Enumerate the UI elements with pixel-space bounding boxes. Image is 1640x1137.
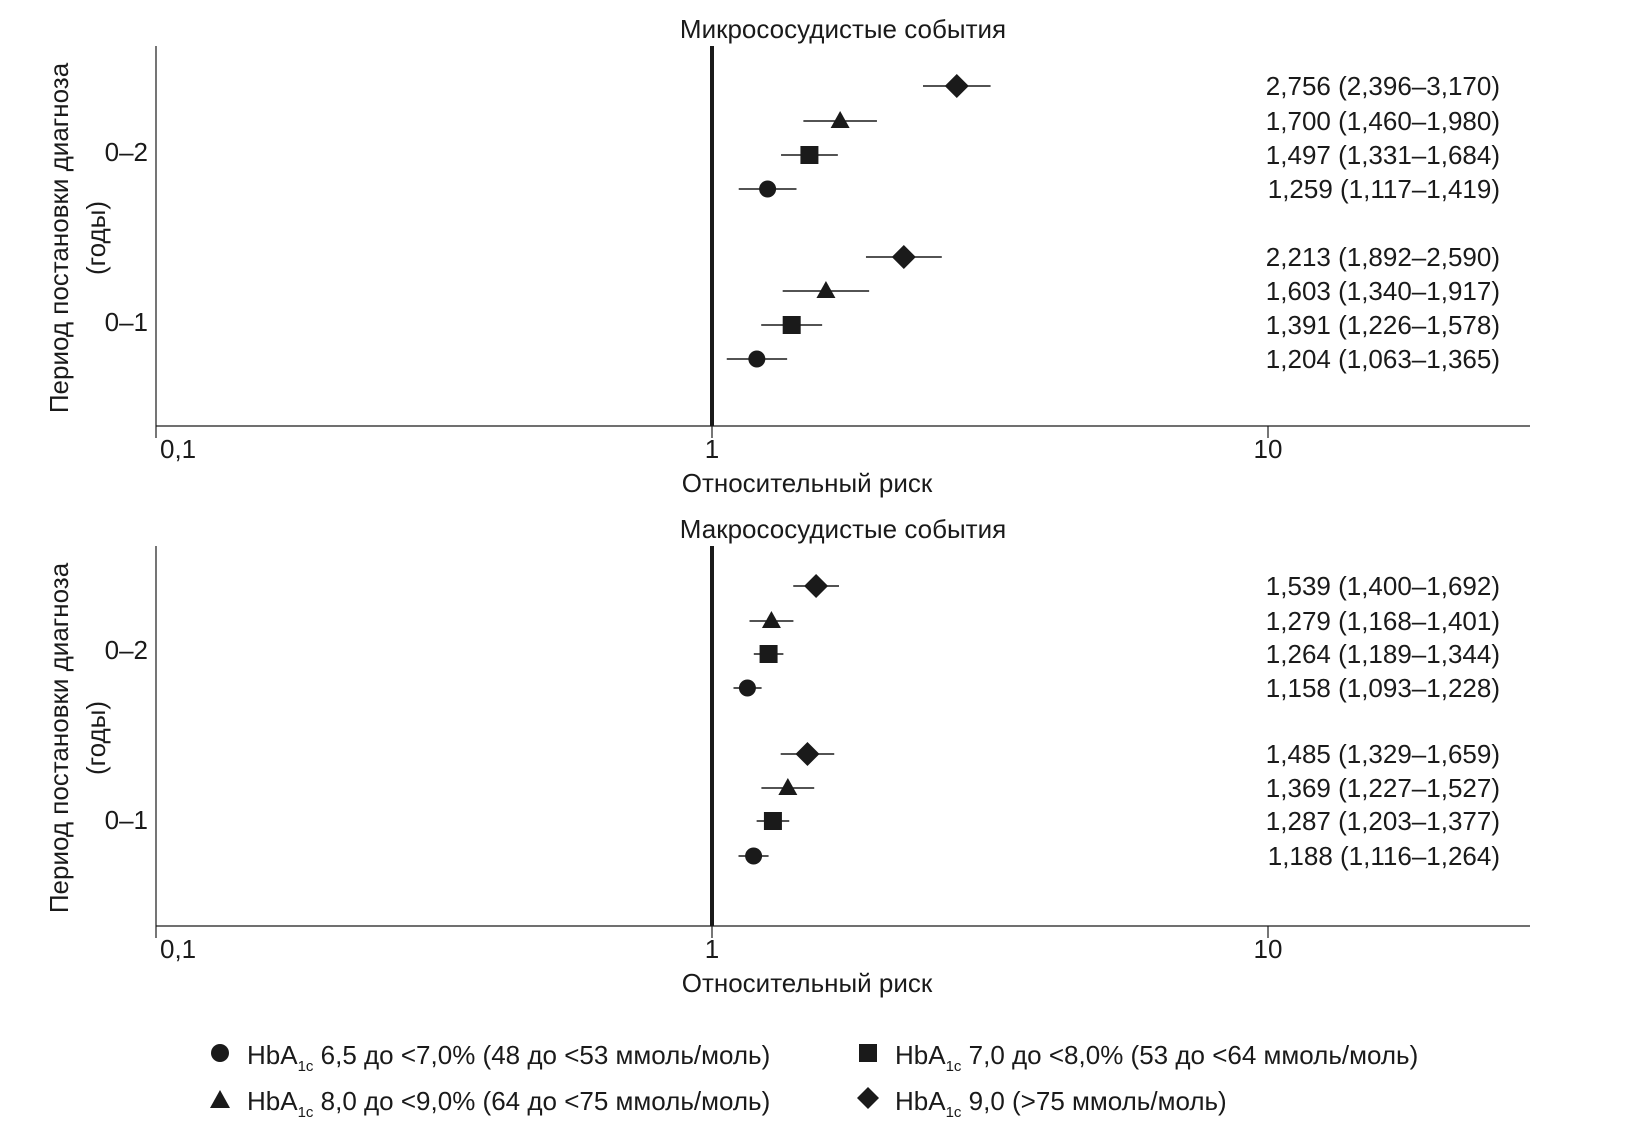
legend-item-triangle: HbA1c 8,0 до <9,0% (64 до <75 ммоль/моль…	[205, 1086, 770, 1121]
value-label-micro-0-1: 1,700 (1,460–1,980)	[1266, 106, 1500, 136]
diamond-icon	[853, 1086, 883, 1117]
point-triangle-micro-1-1	[816, 281, 836, 298]
circle-icon	[205, 1040, 235, 1071]
square-icon	[853, 1040, 883, 1071]
point-square-macro-1-2	[763, 812, 782, 830]
point-square-micro-1-2	[782, 316, 801, 334]
value-label-macro-0-3: 1,158 (1,093–1,228)	[1266, 673, 1500, 703]
legend-item-diamond: HbA1c 9,0 (>75 ммоль/моль)	[853, 1086, 1227, 1121]
x-tick-label-macro-2: 10	[1254, 934, 1283, 964]
legend-label-diamond: HbA1c 9,0 (>75 ммоль/моль)	[895, 1086, 1227, 1121]
group-label-micro-0: 0–2	[105, 137, 148, 167]
point-square-macro-0-2	[759, 645, 778, 663]
y-axis-label-line2-micro: (годы)	[81, 201, 111, 275]
point-triangle-micro-0-1	[830, 111, 850, 128]
point-diamond-micro-0-0	[944, 74, 969, 98]
point-square-micro-0-2	[800, 146, 819, 164]
value-label-micro-1-1: 1,603 (1,340–1,917)	[1266, 276, 1500, 306]
x-tick-label-micro-0: 0,1	[160, 434, 196, 464]
x-axis-label-micro: Относительный риск	[682, 468, 933, 498]
value-label-micro-0-3: 1,259 (1,117–1,419)	[1268, 174, 1500, 204]
group-label-micro-1: 0–1	[105, 307, 148, 337]
point-circle-macro-1-3	[745, 847, 763, 865]
chart-title-micro: Микрососудистые события	[680, 14, 1006, 44]
value-label-macro-1-3: 1,188 (1,116–1,264)	[1268, 841, 1500, 871]
value-label-micro-1-2: 1,391 (1,226–1,578)	[1266, 310, 1500, 340]
legend-label-circle: HbA1c 6,5 до <7,0% (48 до <53 ммоль/моль…	[247, 1040, 771, 1075]
y-axis-label-line2-macro: (годы)	[81, 701, 111, 775]
x-axis-label-macro: Относительный риск	[682, 968, 933, 998]
point-triangle-macro-1-1	[778, 778, 798, 795]
value-label-macro-1-1: 1,369 (1,227–1,527)	[1266, 773, 1500, 803]
value-label-macro-0-2: 1,264 (1,189–1,344)	[1266, 639, 1500, 669]
legend-label-triangle: HbA1c 8,0 до <9,0% (64 до <75 ммоль/моль…	[247, 1086, 771, 1121]
point-diamond-macro-0-0	[804, 574, 829, 598]
value-label-micro-1-0: 2,213 (1,892–2,590)	[1266, 242, 1500, 272]
triangle-icon	[205, 1086, 235, 1117]
value-label-macro-1-0: 1,485 (1,329–1,659)	[1266, 739, 1500, 769]
x-tick-label-micro-2: 10	[1254, 434, 1283, 464]
y-axis-label-macro: Период постановки диагноза	[44, 562, 74, 913]
value-label-macro-0-1: 1,279 (1,168–1,401)	[1266, 606, 1500, 636]
x-tick-label-macro-0: 0,1	[160, 934, 196, 964]
value-label-macro-1-2: 1,287 (1,203–1,377)	[1266, 806, 1500, 836]
point-triangle-macro-0-1	[761, 611, 781, 628]
value-label-micro-0-0: 2,756 (2,396–3,170)	[1266, 71, 1500, 101]
value-label-macro-0-0: 1,539 (1,400–1,692)	[1266, 571, 1500, 601]
group-label-macro-0: 0–2	[105, 635, 148, 665]
point-diamond-micro-1-0	[891, 245, 916, 269]
value-label-micro-1-3: 1,204 (1,063–1,365)	[1266, 344, 1500, 374]
point-diamond-macro-1-0	[795, 742, 820, 766]
point-circle-macro-0-3	[738, 679, 756, 697]
legend-item-square: HbA1c 7,0 до <8,0% (53 до <64 ммоль/моль…	[853, 1040, 1418, 1075]
y-axis-label-micro: Период постановки диагноза	[44, 62, 74, 413]
legend-item-circle: HbA1c 6,5 до <7,0% (48 до <53 ммоль/моль…	[205, 1040, 770, 1075]
legend-label-square: HbA1c 7,0 до <8,0% (53 до <64 ммоль/моль…	[895, 1040, 1419, 1075]
group-label-macro-1: 0–1	[105, 805, 148, 835]
x-tick-label-micro-1: 1	[705, 434, 719, 464]
chart-title-macro: Макрососудистые события	[680, 514, 1006, 544]
x-tick-label-macro-1: 1	[705, 934, 719, 964]
point-circle-micro-1-3	[748, 350, 766, 368]
value-label-micro-0-2: 1,497 (1,331–1,684)	[1266, 140, 1500, 170]
point-circle-micro-0-3	[759, 180, 777, 198]
